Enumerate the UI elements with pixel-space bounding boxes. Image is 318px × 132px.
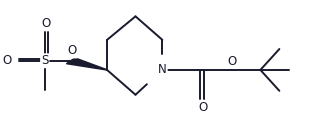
Polygon shape [66,58,107,70]
Text: O: O [199,101,208,114]
Text: O: O [227,55,237,68]
Text: O: O [2,54,11,67]
Text: S: S [41,54,48,67]
Text: O: O [68,44,77,57]
Text: N: N [158,63,167,76]
Text: O: O [42,17,51,30]
